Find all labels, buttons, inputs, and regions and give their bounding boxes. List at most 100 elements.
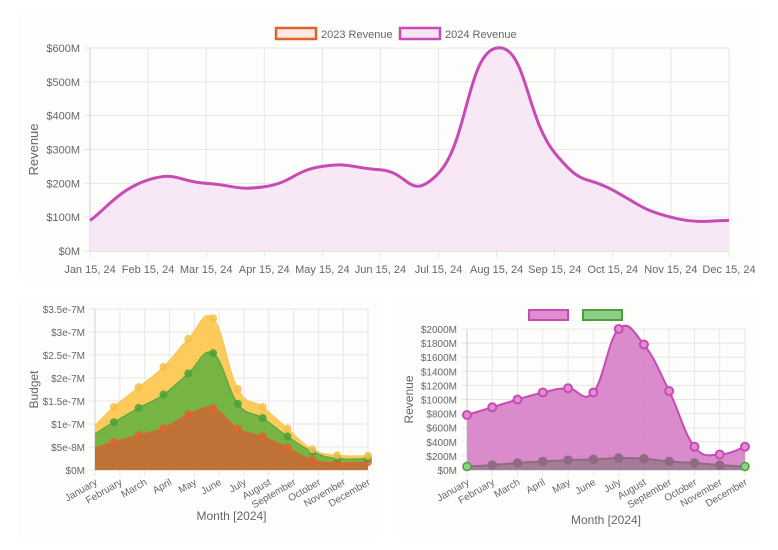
data-point <box>209 349 218 358</box>
data-point-b <box>487 460 498 470</box>
monthly-revenue-chart: $0M $200M $400M $600M $800M $1000M $1200M $1400… <box>402 309 750 527</box>
x-tick-label: May <box>551 477 573 496</box>
data-point <box>109 437 118 446</box>
data-point <box>159 362 168 371</box>
legend-label: 2024 Revenue <box>445 29 517 41</box>
x-tick-label: Nov 15, 24 <box>644 264 697 276</box>
y-tick-label: $800M <box>426 410 457 421</box>
legend-swatch <box>274 26 318 41</box>
data-point <box>134 403 143 412</box>
data-point <box>134 431 143 440</box>
y-tick-label: $200M <box>426 452 457 463</box>
y-tick-label: $500M <box>46 77 80 89</box>
y-tick-label: $600M <box>46 43 80 55</box>
x-tick-label: May <box>177 477 199 496</box>
x-tick-label: March <box>120 477 150 500</box>
y-tick-label: $600M <box>426 424 457 435</box>
data-point <box>258 402 267 411</box>
data-point-a <box>638 339 649 350</box>
data-point <box>258 414 267 423</box>
y-axis-title: Budget <box>27 370 41 409</box>
legend-item: 2024 Revenue <box>398 26 517 41</box>
data-point <box>159 424 168 433</box>
x-tick-label: May 15, 24 <box>295 264 349 276</box>
x-tick-label: June <box>574 477 599 498</box>
y-tick-label: $2.5e-7M <box>43 351 85 362</box>
x-tick-label: Jun 15, 24 <box>355 264 406 276</box>
x-tick-label: April <box>524 477 547 497</box>
y-tick-label: $1400M <box>421 367 457 378</box>
x-tick-label: Apr 15, 24 <box>239 264 290 276</box>
x-axis-title: Month [2024] <box>571 513 641 527</box>
data-point <box>233 399 242 408</box>
data-point-a <box>462 410 472 421</box>
data-point-a <box>588 387 599 398</box>
y-tick-label: $0M <box>59 246 80 258</box>
y-tick-label: $3e-7M <box>51 328 85 339</box>
data-point <box>209 403 218 412</box>
data-point <box>283 432 292 441</box>
data-point <box>209 314 218 323</box>
y-tick-label: $1.5e-7M <box>43 397 85 408</box>
data-point <box>283 443 292 452</box>
data-point-b <box>639 453 649 464</box>
data-point-a <box>487 402 498 413</box>
y-tick-label: $1e-7M <box>51 420 85 431</box>
top-revenue-chart: $0M $100M $200M $300M $400M $500M $600M Jan 15,… <box>26 26 756 276</box>
y-axis-title: Revenue <box>26 123 41 175</box>
y-tick-label: $2000M <box>421 325 457 336</box>
data-point-b <box>563 455 573 465</box>
data-point <box>184 334 193 343</box>
data-point-a <box>689 441 700 452</box>
x-tick-label: Jul 15, 24 <box>415 264 463 276</box>
series-area-a <box>467 325 745 470</box>
data-point-a <box>714 449 725 460</box>
x-axis-title: Month [2024] <box>196 509 266 523</box>
x-tick-label: April <box>151 477 174 497</box>
y-tick-label: $1800M <box>421 339 457 350</box>
data-point <box>109 402 118 411</box>
x-tick-label: Jan 15, 24 <box>64 264 115 276</box>
y-tick-label: $300M <box>46 145 80 157</box>
x-tick-label: Sep 15, 24 <box>528 264 581 276</box>
data-point-a <box>512 394 523 405</box>
data-point <box>109 418 118 427</box>
data-point <box>333 451 342 460</box>
x-tick-label: Feb 15, 24 <box>122 264 175 276</box>
series-area-b <box>467 457 745 470</box>
data-point-a <box>563 383 574 394</box>
legend-swatch-series-b <box>582 309 623 321</box>
data-point-b <box>689 458 700 468</box>
data-point-b <box>588 454 599 465</box>
legend-swatch-series-a <box>528 309 569 321</box>
data-point-a <box>740 441 750 452</box>
data-point <box>184 410 193 419</box>
data-point-b <box>538 456 548 467</box>
data-point <box>159 390 168 399</box>
x-tick-label: March <box>492 477 522 500</box>
data-point <box>308 445 317 454</box>
x-tick-label: Aug 15, 24 <box>470 264 523 276</box>
y-tick-label: $400M <box>426 438 457 449</box>
y-tick-label: $0M <box>438 466 457 477</box>
y-tick-label: $3.5e-7M <box>43 305 85 316</box>
data-point-b <box>512 458 523 468</box>
data-point-b <box>613 453 624 463</box>
data-point-b <box>714 460 725 470</box>
data-point <box>364 451 372 460</box>
data-point <box>134 383 143 392</box>
y-tick-label: $200M <box>46 178 80 190</box>
x-tick-label: Oct 15, 24 <box>587 264 638 276</box>
data-point <box>283 424 292 433</box>
data-point-a <box>664 386 675 397</box>
data-point-a <box>537 387 548 398</box>
y-tick-label: $0M <box>66 466 85 477</box>
budget-chart: $0M $5e-8M $1e-7M $1.5e-7M $2e-7M $2.5e-7M $3e… <box>27 305 373 523</box>
legend-label: 2023 Revenue <box>321 29 393 41</box>
y-tick-label: $5e-8M <box>51 443 85 454</box>
y-axis-title: Revenue <box>402 375 416 423</box>
data-point <box>233 385 242 394</box>
data-point <box>184 369 193 378</box>
data-point-b <box>664 456 674 467</box>
